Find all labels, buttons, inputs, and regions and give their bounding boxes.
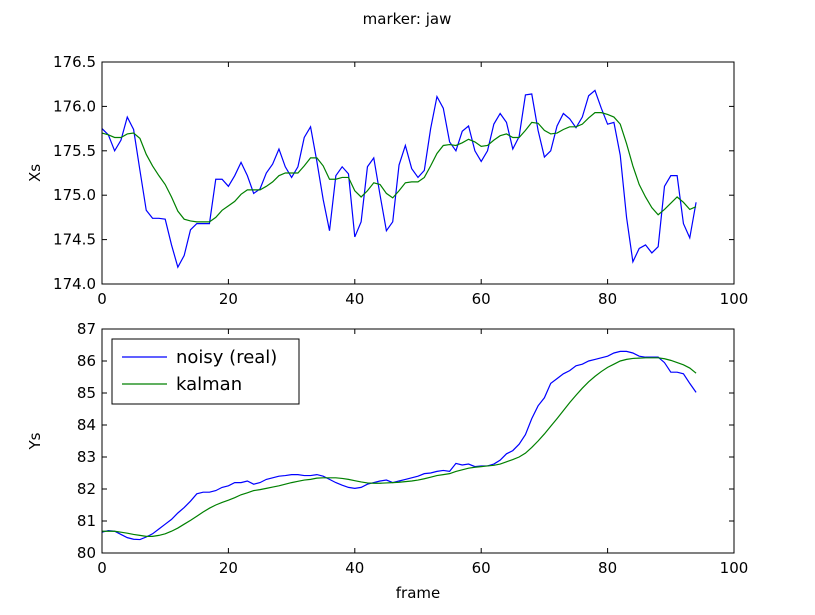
y-tick-label: 174.5 xyxy=(53,231,96,249)
subplot-1: 0 20 40 60 80 100 174.0 174.5 175.0 175.5 176.0 176… xyxy=(26,53,748,308)
x-tick-label: 40 xyxy=(345,290,364,308)
subplot-2: 0 20 40 60 80 100 80 81 82 83 84 85 86 87 Ys frame noisy… xyxy=(26,320,748,602)
y-tick-label: 84 xyxy=(77,416,96,434)
y-tick-label: 176.5 xyxy=(53,53,96,71)
y-axis-label: Xs xyxy=(26,164,44,182)
axes-frame xyxy=(101,328,735,554)
x-tick-label: 20 xyxy=(219,559,238,577)
x-tick-label: 20 xyxy=(219,290,238,308)
y-tick-label: 174.0 xyxy=(53,275,96,293)
series-line-kalman xyxy=(102,112,697,223)
series-line-kalman xyxy=(102,357,697,537)
y-tick-label: 176.0 xyxy=(53,97,96,115)
legend-label-kalman: kalman xyxy=(176,374,242,395)
y-tick-label: 81 xyxy=(77,512,96,530)
y-tick-label: 86 xyxy=(77,352,96,370)
y-tick-label: 82 xyxy=(77,480,96,498)
y-tick-label: 83 xyxy=(77,448,96,466)
x-tick-label: 0 xyxy=(97,559,107,577)
x-tick-label: 40 xyxy=(345,559,364,577)
y-tick-label: 175.5 xyxy=(53,142,96,160)
x-tick-label: 100 xyxy=(720,559,749,577)
legend: noisy (real) kalman xyxy=(111,338,300,405)
x-tick-label: 60 xyxy=(472,559,491,577)
legend-box xyxy=(111,338,300,405)
x-tick-label: 80 xyxy=(598,290,617,308)
legend-label-noisy: noisy (real) xyxy=(176,347,277,368)
y-tick-label: 175.0 xyxy=(53,186,96,204)
x-tick-label: 60 xyxy=(472,290,491,308)
y-tick-label: 80 xyxy=(77,544,96,562)
x-tick-label: 100 xyxy=(720,290,749,308)
y-tick-label: 87 xyxy=(77,320,96,338)
x-tick-label: 80 xyxy=(598,559,617,577)
x-tick-label: 0 xyxy=(97,290,107,308)
figure-title: marker: jaw xyxy=(363,10,452,28)
series-line-noisy xyxy=(102,350,697,541)
series-line-noisy xyxy=(102,89,697,269)
y-axis-label: Ys xyxy=(26,432,44,450)
y-tick-label: 85 xyxy=(77,384,96,402)
axes-frame xyxy=(101,61,735,285)
x-axis-label: frame xyxy=(396,584,440,602)
